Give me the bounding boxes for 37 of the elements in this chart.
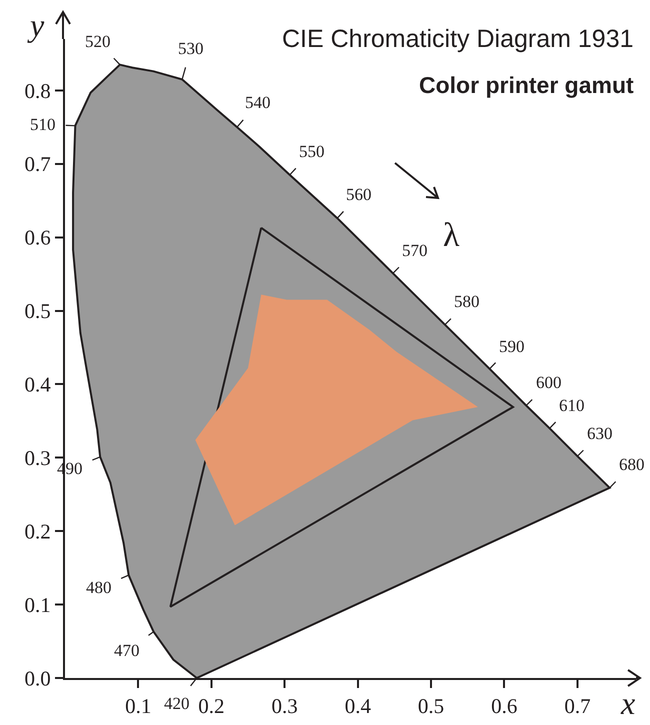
y-tick-label: 0.7 [24,152,51,176]
x-tick-label: 0.6 [491,694,518,718]
annotation: λ [443,217,460,254]
y-tick-label: 0.3 [24,446,51,470]
annotation: 580 [454,292,480,311]
x-tick-label: 0.3 [271,694,298,718]
annotation: 600 [536,373,562,392]
y-tick-label: 0.0 [24,666,51,690]
chart-title: CIE Chromaticity Diagram 1931 [282,25,634,53]
annotation: 590 [499,337,524,356]
annotation: 520 [85,32,110,51]
annotation: 530 [178,39,204,58]
y-tick-label: 0.2 [24,519,51,544]
annotation: 570 [402,241,428,260]
x-tick-label: 0.7 [564,694,591,718]
x-tick-label: 0.5 [418,694,444,718]
y-tick-label: 0.6 [24,226,51,250]
y-tick-label: 0.8 [24,78,51,103]
x-axis-title: x [620,685,636,721]
annotation: 470 [114,641,140,660]
annotation: 480 [86,578,112,597]
x-tick-label: 0.4 [344,694,372,718]
annotation: 560 [346,185,372,204]
annotation: 420 [164,694,190,713]
y-tick-label: 0.5 [24,299,51,324]
annotation: 510 [30,115,56,134]
x-tick-label: 0.1 [125,694,152,718]
y-axis-title: y [27,7,45,43]
x-tick-label: 0.2 [198,694,225,718]
annotation: 630 [587,424,612,443]
annotation: 610 [559,396,584,415]
annotation: 550 [299,142,324,161]
y-tick-label: 0.4 [24,372,52,397]
annotation: 540 [245,93,270,112]
text: Color printer gamut [419,72,634,98]
annotation: 680 [619,455,644,474]
y-tick-label: 0.1 [24,592,51,617]
